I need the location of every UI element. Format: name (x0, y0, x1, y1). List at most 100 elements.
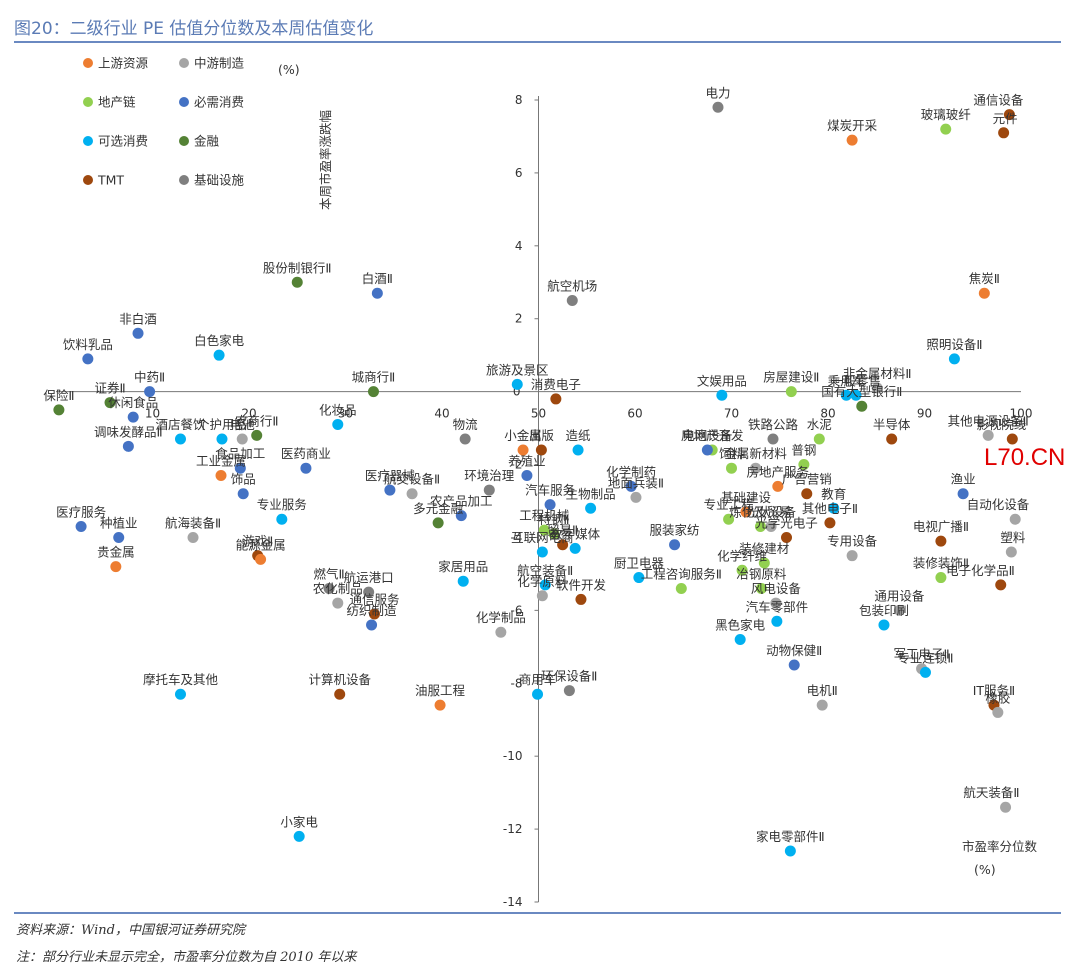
point-label: 饲料 (719, 446, 745, 461)
data-point (625, 480, 637, 492)
point-label: 农产品加工 (430, 494, 493, 509)
point-label: 饮料乳品 (63, 337, 113, 352)
axes (56, 96, 1021, 902)
point-label: 半导体 (873, 417, 911, 432)
data-point (978, 287, 990, 299)
data-point (110, 561, 122, 573)
point-label: 医疗器械 (365, 468, 416, 483)
data-point (323, 582, 335, 594)
data-point (1000, 801, 1012, 813)
y-tick-label: 4 (515, 239, 523, 253)
point-label: IT服务Ⅱ (973, 683, 1015, 698)
data-point (539, 579, 551, 591)
point-label: 种植业 (100, 515, 138, 530)
point-label: 军工电子Ⅱ (894, 647, 950, 662)
data-point (366, 619, 378, 631)
legend-label: 地产链 (98, 95, 136, 110)
data-point (828, 502, 840, 514)
data-point (846, 550, 858, 562)
legend-marker (83, 58, 93, 68)
data-point (669, 539, 681, 551)
data-point (701, 444, 713, 456)
point-label: 工程咨询服务Ⅱ (641, 566, 722, 581)
y-tick-label: -12 (503, 822, 523, 836)
point-label: 化妆品 (319, 402, 357, 417)
point-label: 化学纤维 (717, 548, 767, 563)
point-label: 航空机场 (547, 279, 597, 294)
point-label: 光伏设备 (746, 505, 797, 520)
data-point (856, 400, 868, 412)
y-tick-label: -4 (511, 530, 523, 544)
legend-marker (179, 136, 189, 146)
point-label: 煤炭开采 (827, 118, 878, 133)
point-label: 橡胶 (985, 690, 1010, 705)
point-label: 风电设备 (751, 581, 802, 596)
x-tick-label: 90 (917, 407, 932, 421)
point-label: 贸易Ⅱ (547, 523, 578, 538)
point-label: 乘用车 (828, 373, 866, 388)
data-point (300, 462, 312, 474)
point-label: 保险Ⅱ (43, 388, 74, 403)
point-label: 地面兵装Ⅱ (608, 475, 664, 490)
point-label: 农商行Ⅱ (235, 413, 279, 428)
point-label: 医疗服务 (56, 505, 106, 520)
watermark: L70.CN (984, 444, 1066, 471)
y-tick-label: 6 (515, 166, 523, 180)
point-label: 基础建设 (721, 490, 772, 505)
data-point (736, 564, 748, 576)
data-point (840, 389, 852, 401)
data-point (675, 582, 687, 594)
data-point (251, 429, 263, 441)
point-label: 计算机设备 (308, 672, 371, 687)
point-label: 电视广播Ⅱ (913, 519, 969, 534)
legend-label: 基础设施 (194, 173, 245, 188)
data-point (734, 634, 746, 646)
y-tick-label: -10 (503, 749, 523, 763)
data-point (982, 429, 994, 441)
data-point (535, 444, 547, 456)
point-label: 专业连锁Ⅱ (897, 650, 953, 665)
point-label: 游戏Ⅱ (242, 534, 273, 549)
data-point (82, 353, 94, 365)
data-point (455, 510, 467, 522)
data-point (291, 276, 303, 288)
data-point (935, 572, 947, 584)
point-label: 普钢 (791, 443, 816, 458)
point-label: 软件开发 (556, 577, 607, 592)
data-point (563, 685, 575, 697)
legend-label: 必需消费 (194, 95, 244, 110)
top-rule (14, 41, 1061, 43)
legend-marker (179, 175, 189, 185)
data-point (770, 597, 782, 609)
data-point (236, 433, 248, 445)
point-label: 环境治理 (464, 468, 515, 483)
point-label: 电网设备 (682, 428, 733, 443)
data-point (723, 513, 735, 525)
data-point (940, 123, 952, 135)
point-label: 航交设备Ⅱ (384, 472, 440, 487)
data-point (293, 830, 305, 842)
data-point (276, 513, 288, 525)
data-point (798, 459, 810, 471)
point-label: 酒店餐饮 (155, 417, 206, 432)
point-label: 家居用品 (438, 559, 488, 574)
y-tick-label: 0 (513, 385, 521, 399)
legend-label: 上游资源 (98, 56, 149, 71)
data-point (893, 604, 905, 616)
point-label: 装修装饰Ⅱ (913, 556, 969, 571)
point-label: 通用设备 (874, 588, 925, 603)
point-label: 电子化学品Ⅱ (946, 563, 1015, 578)
data-points (53, 101, 1021, 857)
point-label: 装修建材 (739, 541, 789, 556)
point-label: 非白酒 (119, 311, 157, 326)
point-label: 房地产开发 (681, 428, 744, 443)
point-label: 多元金融 (413, 501, 464, 516)
data-point (104, 397, 116, 409)
data-point (368, 608, 380, 620)
point-label: 塑料 (1000, 530, 1026, 545)
source-note: 资料来源：Wind，中国银河证券研究院 (16, 923, 245, 938)
legend-marker (83, 175, 93, 185)
point-label: 互联网电商 (511, 530, 574, 545)
